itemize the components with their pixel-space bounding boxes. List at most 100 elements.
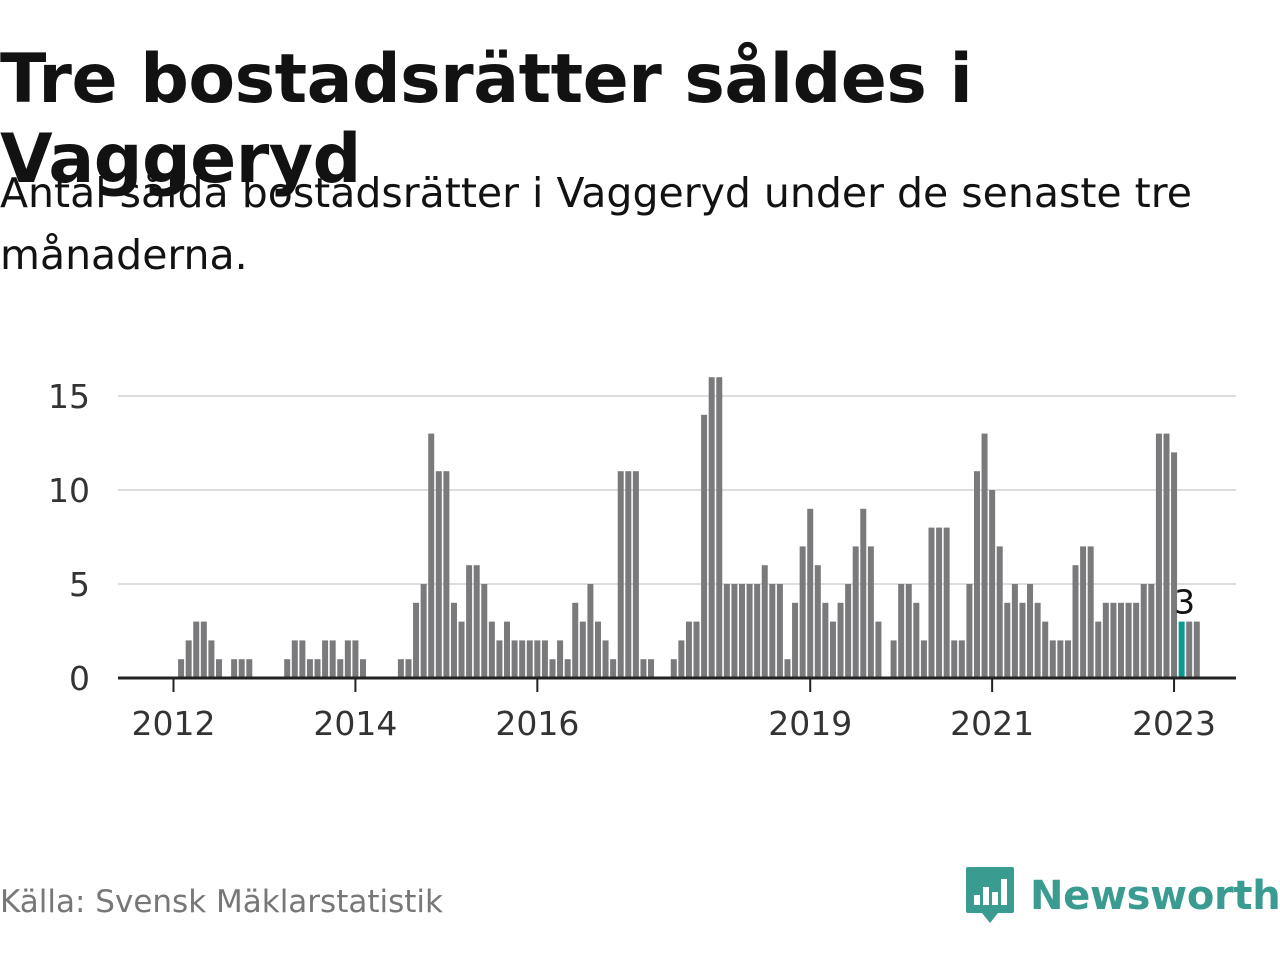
- bar: [1102, 602, 1109, 678]
- bar: [291, 640, 298, 678]
- bar: [981, 433, 988, 678]
- bar: [973, 471, 980, 678]
- bar: [504, 621, 511, 678]
- bar: [852, 546, 859, 678]
- bar: [443, 471, 450, 678]
- bar: [1004, 602, 1011, 678]
- axes: 0 5 10 15 3 2012 2014 2016 2019 2021 2023: [48, 377, 1236, 743]
- bar: [496, 640, 503, 678]
- bar: [996, 546, 1003, 678]
- bar: [685, 621, 692, 678]
- bar: [989, 490, 996, 678]
- bar: [208, 640, 215, 678]
- bar: [913, 602, 920, 678]
- bar: [458, 621, 465, 678]
- bar: [754, 584, 761, 678]
- bar: [632, 471, 639, 678]
- value-annotation: 3: [1174, 583, 1195, 622]
- bar: [572, 602, 579, 678]
- bar: [200, 621, 207, 678]
- bar: [337, 659, 344, 678]
- bar: [845, 584, 852, 678]
- bar: [1027, 584, 1034, 678]
- bar: [564, 659, 571, 678]
- bar: [178, 659, 185, 678]
- chart-subtitle: Antal sålda bostadsrätter i Vaggeryd und…: [0, 169, 1192, 279]
- bar: [549, 659, 556, 678]
- bar: [1064, 640, 1071, 678]
- bar: [670, 659, 677, 678]
- bar: [678, 640, 685, 678]
- bar: [784, 659, 791, 678]
- bar: [413, 602, 420, 678]
- bar: [1034, 602, 1041, 678]
- bar: [890, 640, 897, 678]
- bar: [1087, 546, 1094, 678]
- bar: [1171, 452, 1178, 678]
- bar: [299, 640, 306, 678]
- bar: [352, 640, 359, 678]
- bar: [284, 659, 291, 678]
- bar: [640, 659, 647, 678]
- bar: [215, 659, 222, 678]
- bar: [1148, 584, 1155, 678]
- bar: [231, 659, 238, 678]
- x-tick-label: 2023: [1132, 704, 1216, 743]
- newsworthy-logo-icon: [966, 867, 1014, 923]
- bar: [860, 508, 867, 678]
- bar: [1155, 433, 1162, 678]
- bar: [420, 584, 427, 678]
- bar: [481, 584, 488, 678]
- bar-chart: 0 5 10 15 3 2012 2014 2016 2019 2021 2023: [48, 377, 1236, 743]
- bar: [769, 584, 776, 678]
- bar: [526, 640, 533, 678]
- bar: [1186, 621, 1193, 678]
- y-tick-label: 10: [48, 471, 90, 510]
- bar: [435, 471, 442, 678]
- bar: [761, 565, 768, 678]
- bar: [898, 584, 905, 678]
- bar: [602, 640, 609, 678]
- bar: [1140, 584, 1147, 678]
- chart-title: Tre bostadsrätter såldes i Vaggeryd: [0, 40, 973, 199]
- bar: [693, 621, 700, 678]
- bar: [701, 414, 708, 678]
- bar: [1011, 584, 1018, 678]
- bar: [716, 377, 723, 678]
- bar: [799, 546, 806, 678]
- bar: [936, 527, 943, 678]
- bar: [428, 433, 435, 678]
- bar: [966, 584, 973, 678]
- bar: [1163, 433, 1170, 678]
- bar: [905, 584, 912, 678]
- newsworthy-logo: Newsworthy: [964, 864, 1280, 928]
- bar: [807, 508, 814, 678]
- x-tick-label: 2016: [495, 704, 579, 743]
- bar: [1042, 621, 1049, 678]
- bar: [534, 640, 541, 678]
- bar: [920, 640, 927, 678]
- bar: [829, 621, 836, 678]
- bar: [792, 602, 799, 678]
- bar: [708, 377, 715, 678]
- bar: [594, 621, 601, 678]
- source-note: Källa: Svensk Mäklarstatistik: [0, 884, 443, 920]
- bar: [776, 584, 783, 678]
- bar: [193, 621, 200, 678]
- bar: [1095, 621, 1102, 678]
- bar: [246, 659, 253, 678]
- bar: [1193, 621, 1200, 678]
- bar: [360, 659, 366, 678]
- bar: [511, 640, 518, 678]
- bar: [314, 659, 321, 678]
- bar: [557, 640, 564, 678]
- bar: [723, 584, 730, 678]
- bar: [541, 640, 548, 678]
- bar: [1125, 602, 1132, 678]
- x-tick-label: 2014: [313, 704, 397, 743]
- bar: [822, 602, 829, 678]
- bar: [450, 602, 457, 678]
- bar: [306, 659, 313, 678]
- bar: [1019, 602, 1026, 678]
- bar: [1133, 602, 1140, 678]
